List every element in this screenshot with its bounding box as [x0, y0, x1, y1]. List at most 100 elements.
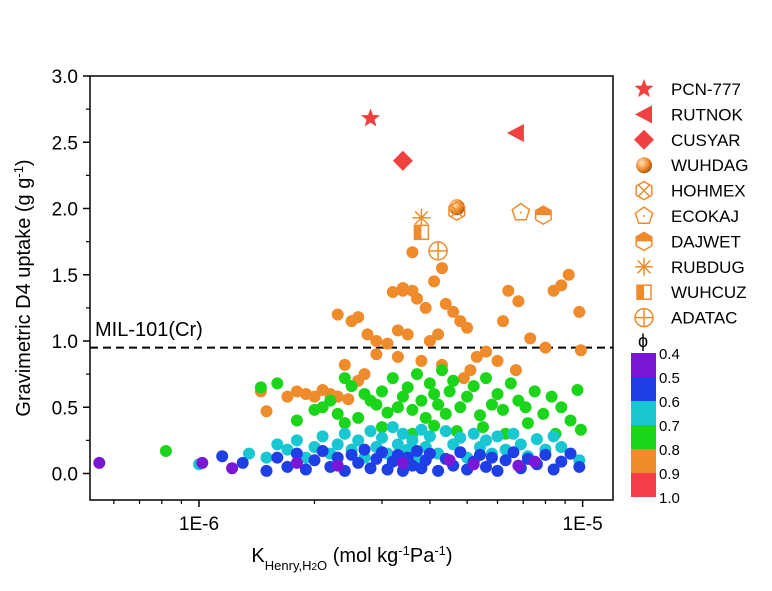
data-point: [216, 450, 229, 463]
data-point: [243, 447, 255, 460]
data-point: [461, 390, 474, 403]
data-point: [574, 344, 587, 357]
colorbar-tick-label: 0.5: [659, 370, 680, 387]
data-point: [555, 401, 568, 414]
data-point: [331, 308, 344, 321]
data-point: [509, 364, 522, 377]
data-point: [454, 446, 467, 459]
data-point: [428, 419, 441, 432]
data-point: [423, 335, 436, 347]
axes-layer: 0.0 0.5 1.0 1.5 2.0 2.5 3.0 1E-6 1E-5: [52, 67, 603, 535]
colorbar-swatch: [631, 425, 656, 449]
legend-label: WUHDAG: [671, 156, 748, 175]
colorbar-swatch: [631, 401, 656, 425]
highlight-hohmex-marker: [448, 201, 466, 221]
data-point: [236, 456, 249, 469]
data-point: [464, 364, 477, 377]
data-point: [345, 380, 358, 393]
data-point: [331, 438, 344, 451]
data-point: [358, 368, 371, 381]
data-point: [376, 421, 388, 434]
data-point: [512, 459, 525, 472]
data-point: [386, 372, 399, 385]
plot-frame: [89, 75, 614, 501]
data-point: [443, 454, 456, 467]
colorbar-tick-label: 1.0: [659, 490, 680, 507]
legend: PCN-777 RUTNOK CUSYAR WUHDAG HOHMEX ECOKAJ DAJ…: [634, 79, 748, 328]
legend-label: ECOKAJ: [671, 207, 739, 226]
data-point: [316, 445, 329, 457]
data-point: [428, 388, 441, 400]
data-point: [308, 454, 321, 467]
data-point: [499, 454, 512, 467]
data-point: [507, 427, 520, 440]
data-point: [396, 284, 409, 297]
data-point: [376, 385, 388, 398]
legend-label: PCN-777: [671, 80, 741, 99]
data-point: [564, 414, 577, 427]
highlight-cusyar-marker: [392, 150, 413, 171]
data-point: [528, 385, 541, 398]
data-point: [281, 460, 294, 473]
colorbar-tick-label: 0.6: [659, 394, 680, 411]
data-point: [290, 456, 303, 469]
y-tick-label: 0.5: [52, 398, 78, 419]
data-point: [480, 372, 492, 385]
data-point: [447, 305, 460, 318]
data-point: [196, 456, 209, 469]
legend-wuhcuz-marker: [636, 284, 652, 300]
legend-rubdug-marker: [635, 257, 653, 276]
data-point: [260, 405, 273, 418]
data-point: [281, 443, 294, 456]
data-point: [226, 462, 239, 475]
highlight-pcn-777-marker: [361, 108, 380, 127]
legend-label: ADATAC: [671, 309, 737, 328]
legend-wuhdag-marker: [636, 157, 652, 174]
data-point: [491, 430, 504, 443]
data-point: [502, 284, 515, 297]
y-tick-label: 0.0: [52, 465, 78, 486]
data-point: [539, 448, 552, 461]
x-axis-title: KHenry,H2O (mol kg-1Pa-1): [251, 543, 452, 574]
data-point: [537, 407, 550, 420]
data-point: [539, 341, 552, 354]
data-point: [480, 345, 492, 358]
data-point: [443, 385, 456, 398]
data-point: [93, 456, 106, 469]
data-point: [415, 354, 428, 367]
x-tick-label: 1E-6: [179, 514, 219, 535]
data-point: [423, 430, 436, 443]
data-point: [324, 394, 337, 407]
data-point: [290, 414, 303, 427]
legend-rutnok-marker: [635, 105, 652, 124]
data-point: [454, 401, 467, 414]
data-point: [254, 381, 267, 394]
data-point: [457, 372, 470, 385]
data-point: [381, 337, 394, 350]
data-point: [290, 385, 303, 398]
legend-hohmex-marker: [635, 180, 653, 201]
highlight-rutnok-marker: [506, 123, 524, 142]
data-point: [401, 381, 414, 394]
data-point: [419, 301, 432, 314]
legend-label: RUTNOK: [671, 105, 743, 124]
data-point: [391, 350, 404, 363]
data-point: [461, 321, 474, 334]
data-point: [376, 446, 388, 459]
data-point: [428, 275, 441, 288]
highlight-ecokaj-marker: [511, 202, 531, 221]
data-point: [485, 398, 498, 411]
data-point: [361, 328, 374, 341]
data-point: [401, 328, 414, 341]
data-point: [415, 394, 428, 407]
data-point: [406, 459, 419, 472]
data-point: [571, 384, 584, 396]
y-tick-label: 2.5: [52, 133, 78, 154]
highlight-wuhdag-marker: [448, 199, 465, 216]
legend-label: CUSYAR: [671, 131, 741, 150]
data-point: [331, 407, 344, 420]
data-point: [406, 403, 419, 416]
data-point: [316, 430, 329, 443]
data-point: [474, 409, 486, 422]
data-point: [338, 372, 351, 385]
